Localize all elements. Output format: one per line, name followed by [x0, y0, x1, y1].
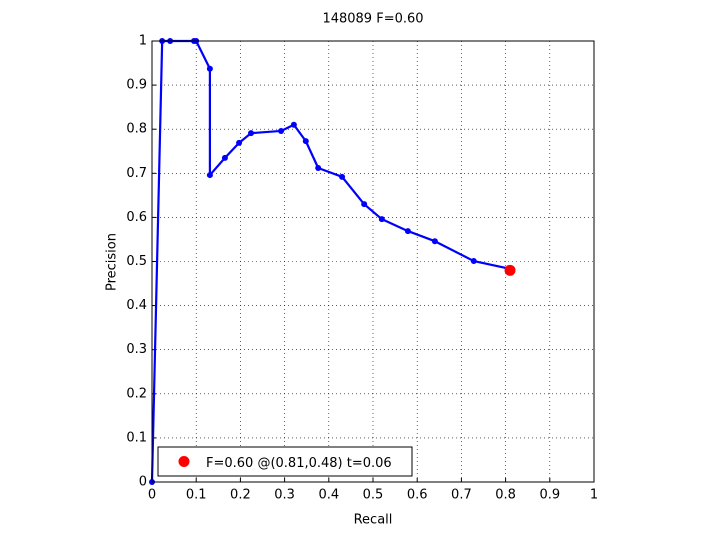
- legend-marker: [178, 456, 190, 467]
- y-tick-label: 0.5: [126, 254, 147, 269]
- y-axis-label: Precision: [105, 233, 120, 291]
- y-tick-label: 0.1: [126, 430, 147, 445]
- chart-title: 148089 F=0.60: [322, 12, 423, 27]
- x-tick-label: 0.4: [318, 488, 339, 503]
- legend: F=0.60 @(0.81,0.48) t=0.06: [157, 446, 413, 477]
- data-point: [470, 258, 477, 265]
- x-tick-label: 0.1: [186, 488, 207, 503]
- y-tick-label: 0.7: [126, 166, 147, 181]
- x-tick-label: 0.6: [407, 488, 428, 503]
- x-tick-label: 0.2: [230, 488, 251, 503]
- data-point: [206, 172, 213, 179]
- y-tick-label: 0.8: [126, 122, 147, 137]
- data-point: [315, 165, 322, 172]
- data-point: [378, 216, 385, 223]
- data-point: [404, 228, 411, 235]
- data-point: [206, 65, 213, 72]
- data-point: [361, 201, 368, 208]
- y-tick-label: 0: [139, 475, 147, 490]
- data-point: [290, 121, 297, 128]
- data-point: [339, 173, 346, 180]
- legend-box: [157, 446, 413, 477]
- data-point: [504, 264, 516, 276]
- x-tick-label: 0.7: [451, 488, 472, 503]
- y-tick-label: 0.2: [126, 386, 147, 401]
- x-tick-label: 0.3: [274, 488, 295, 503]
- y-tick-label: 1: [139, 34, 147, 49]
- data-point: [236, 139, 243, 146]
- data-point: [431, 238, 438, 245]
- y-tick-label: 0.6: [126, 210, 147, 225]
- x-tick-label: 0: [148, 488, 156, 503]
- plot-frame: [151, 40, 595, 483]
- x-axis-label: Recall: [354, 513, 393, 528]
- legend-label: F=0.60 @(0.81,0.48) t=0.06: [206, 456, 392, 471]
- data-point: [302, 138, 309, 145]
- x-tick-label: 0.5: [363, 488, 384, 503]
- y-tick-label: 0.4: [126, 298, 147, 313]
- data-point: [221, 154, 228, 161]
- x-tick-label: 1: [590, 488, 598, 503]
- y-tick-label: 0.9: [126, 78, 147, 93]
- y-tick-label: 0.3: [126, 342, 147, 357]
- data-point: [278, 127, 285, 134]
- x-tick-label: 0.9: [539, 488, 560, 503]
- x-tick-label: 0.8: [495, 488, 516, 503]
- data-point: [248, 130, 255, 137]
